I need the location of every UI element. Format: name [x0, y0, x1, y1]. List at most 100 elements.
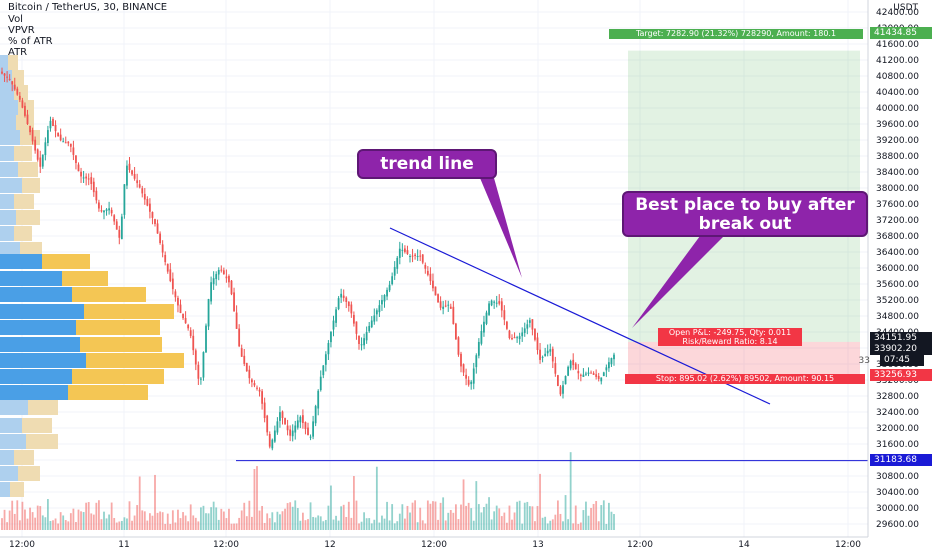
volume-bar	[123, 517, 126, 530]
vpvr-down-bar	[18, 162, 38, 177]
volume-bar	[477, 504, 480, 530]
time-tick-label: 12:00	[835, 540, 861, 550]
volume-bar	[243, 502, 246, 530]
candle-body	[41, 154, 44, 167]
volume-bar	[95, 502, 98, 530]
candle-body	[194, 350, 197, 365]
candle-body	[291, 430, 294, 437]
candle-body	[220, 269, 223, 271]
volume-bar	[503, 512, 506, 530]
candle-body	[77, 164, 80, 172]
volume-bar	[613, 514, 615, 530]
candle-body	[406, 250, 409, 254]
vpvr-down-bar	[14, 194, 34, 209]
candle-body	[585, 373, 587, 375]
candle-body	[92, 181, 95, 193]
volume-bar	[197, 521, 200, 530]
price-tick-label: 39600.00	[876, 120, 919, 130]
candle-body	[143, 193, 146, 200]
volume-bar	[444, 520, 447, 530]
volume-bar	[126, 518, 128, 530]
volume-bar	[273, 522, 276, 530]
candle-body	[353, 314, 355, 324]
volume-bar	[516, 501, 518, 530]
candle-body	[184, 317, 187, 324]
volume-bar	[49, 520, 52, 530]
candle-body	[13, 84, 16, 90]
volume-bar	[202, 505, 205, 530]
vpvr-up-bar	[0, 226, 14, 241]
volume-bar	[34, 517, 37, 530]
price-tick-label: 37200.00	[876, 216, 919, 226]
candle-body	[161, 244, 164, 253]
volume-bar	[87, 502, 90, 530]
candle-body	[345, 297, 348, 302]
time-tick-label: 14	[738, 540, 750, 550]
volume-bar	[457, 519, 460, 530]
volume-bar	[490, 519, 493, 530]
indicator-atr-percent[interactable]: % of ATR	[8, 36, 53, 47]
candle-body	[166, 264, 169, 272]
candle-body	[452, 306, 455, 325]
volume-bar	[118, 521, 121, 530]
time-axis[interactable]: 12:00 11 12:00 12 12:00 13 12:00 14 12:00	[0, 536, 868, 550]
volume-bar	[511, 519, 513, 530]
candle-body	[177, 297, 179, 306]
price-tick-label: 38000.00	[876, 184, 919, 194]
volume-bar	[8, 510, 11, 530]
volume-bar	[187, 521, 190, 530]
time-tick-label: 12:00	[9, 540, 35, 550]
volume-bar	[253, 469, 256, 530]
vpvr-down-bar	[20, 242, 42, 257]
volume-bar	[69, 513, 72, 530]
candle-body	[258, 389, 261, 392]
price-tick-label: 36000.00	[876, 264, 919, 274]
candle-body	[401, 249, 404, 251]
candle-body	[368, 325, 371, 332]
vpvr-down-bar	[68, 385, 148, 400]
candle-body	[457, 337, 460, 355]
candle-body	[577, 371, 580, 374]
indicator-vpvr[interactable]: VPVR	[8, 25, 35, 36]
candle-body	[197, 364, 200, 379]
candle-body	[559, 386, 562, 395]
candle-body	[493, 301, 496, 303]
volume-bar	[289, 502, 292, 530]
candle-body	[421, 254, 424, 263]
candle-body	[340, 293, 343, 298]
candle-body	[49, 120, 52, 129]
vpvr-down-bar	[28, 400, 58, 415]
volume-bar	[465, 505, 467, 530]
candle-body	[268, 434, 271, 447]
volume-bar	[551, 519, 554, 530]
candle-body	[281, 411, 284, 418]
volume-bar	[296, 508, 299, 530]
stop-price-tag: 33256.93	[870, 369, 932, 381]
candle-body	[299, 416, 302, 423]
candle-body	[126, 165, 128, 186]
volume-bar	[248, 500, 251, 530]
candle-body	[404, 248, 406, 252]
volume-bar	[582, 510, 585, 530]
candle-body	[391, 276, 394, 285]
volume-bar	[92, 514, 95, 530]
time-tick-label: 13	[532, 540, 543, 550]
volume-bar	[350, 517, 353, 530]
volume-bar	[138, 476, 141, 530]
volume-bar	[480, 512, 483, 530]
volume-bar	[31, 512, 34, 530]
price-tick-label: 39200.00	[876, 136, 919, 146]
indicator-atr[interactable]: ATR	[8, 47, 28, 58]
candle-body	[141, 188, 144, 194]
volume-bar	[579, 522, 582, 530]
volume-bar	[11, 500, 14, 530]
volume-bar	[251, 516, 253, 530]
vpvr-up-bar	[0, 254, 42, 269]
vpvr-down-bar	[72, 369, 164, 384]
price-tick-label: 38800.00	[876, 152, 919, 162]
indicator-vol[interactable]: Vol	[8, 14, 23, 25]
volume-bar	[105, 518, 108, 530]
candle-body	[149, 203, 151, 212]
candle-body	[342, 295, 345, 298]
